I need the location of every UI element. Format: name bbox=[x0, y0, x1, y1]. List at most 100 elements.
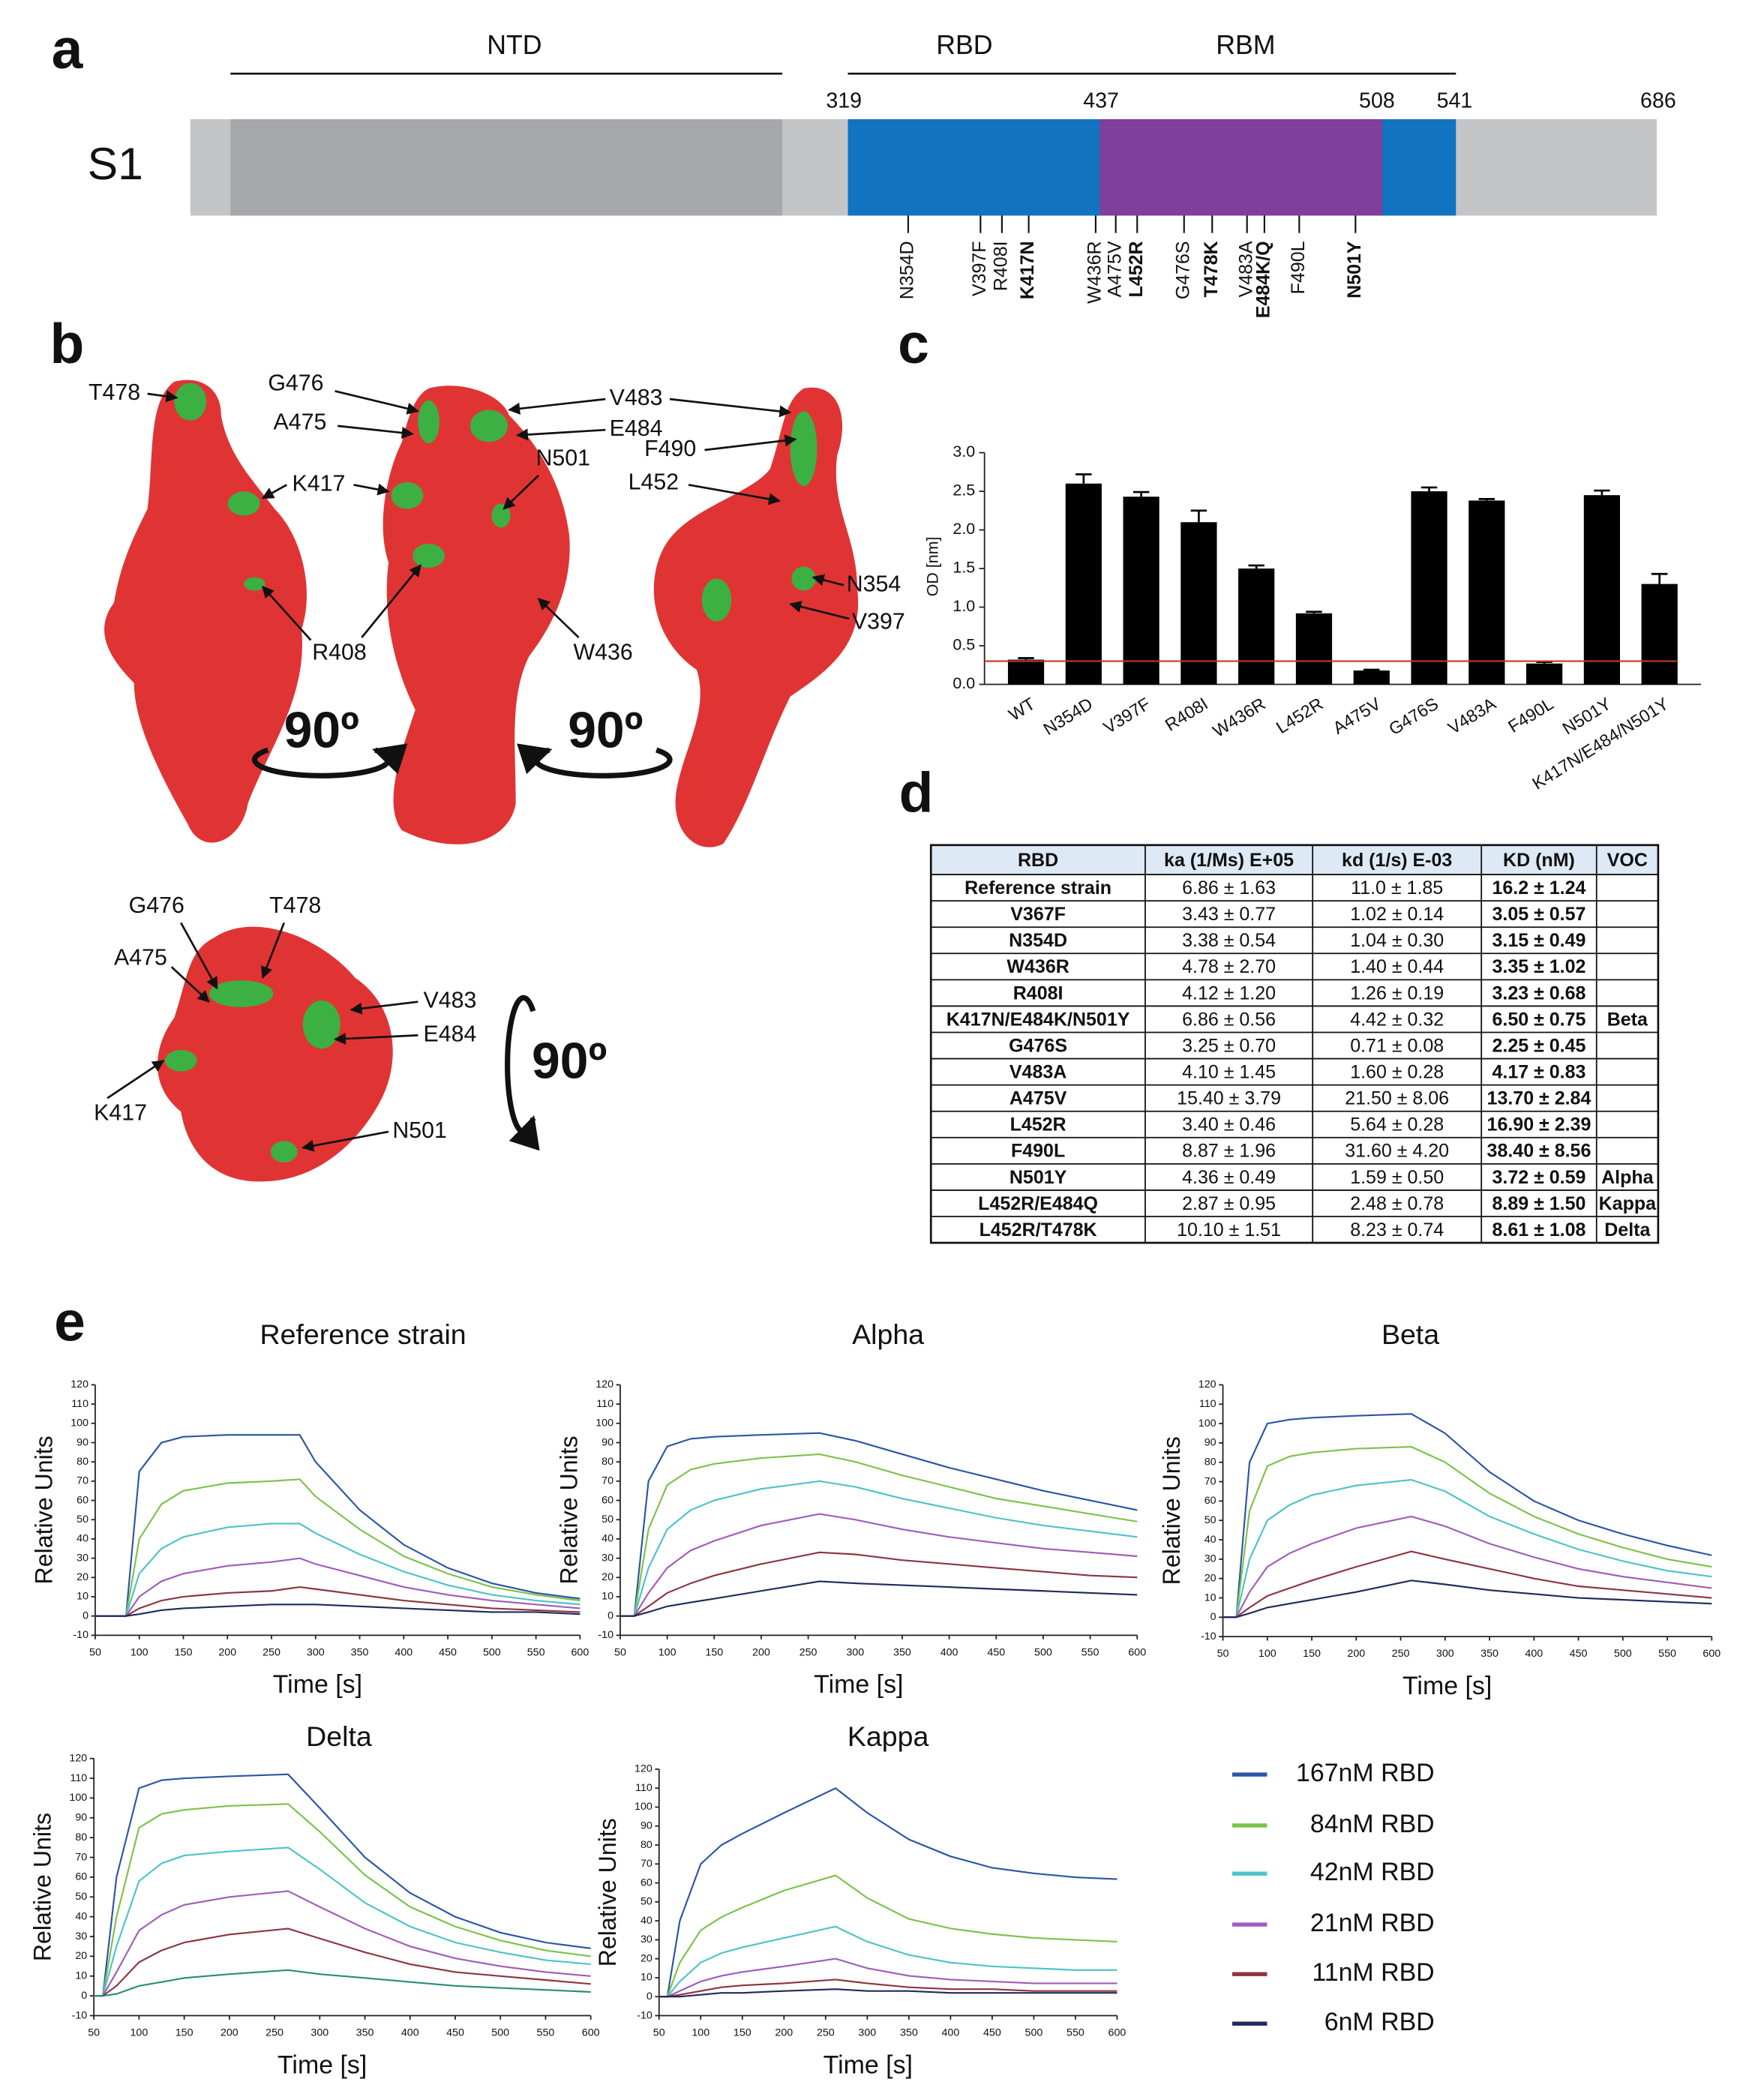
table-header: VOC bbox=[1607, 850, 1648, 871]
x-tick-label: 150 bbox=[175, 1646, 193, 1658]
x-tick-label: 400 bbox=[1525, 1648, 1543, 1660]
table-cell: 3.35 ± 1.02 bbox=[1492, 956, 1586, 977]
series-line bbox=[658, 1874, 1118, 1998]
residue-arrow bbox=[334, 1032, 418, 1046]
table-cell: Delta bbox=[1604, 1220, 1651, 1240]
y-tick-label: 100 bbox=[634, 1801, 652, 1813]
rotation-label: 90º bbox=[284, 702, 359, 758]
y-tick-label: 3.0 bbox=[952, 442, 975, 460]
table-cell: 31.60 ± 4.20 bbox=[1345, 1141, 1449, 1162]
domain-bar bbox=[190, 72, 1658, 216]
mutation-label: E484K/Q bbox=[1253, 241, 1274, 318]
residue-label: T478 bbox=[269, 893, 321, 918]
x-tick-label: 50 bbox=[1217, 1648, 1229, 1660]
mutation-label: V483A bbox=[1235, 241, 1256, 297]
table-cell: 3.15 ± 0.49 bbox=[1492, 930, 1586, 951]
rotation-label: 90º bbox=[568, 702, 643, 758]
y-tick-label: 110 bbox=[70, 1772, 88, 1784]
y-tick-label: 40 bbox=[640, 1915, 652, 1927]
x-tick-label: 500 bbox=[1025, 2026, 1043, 2038]
y-tick-label: 30 bbox=[602, 1552, 614, 1564]
mutation-label: G476S bbox=[1172, 241, 1193, 299]
x-tick-label: 600 bbox=[1108, 2026, 1126, 2038]
domain-name: S1 bbox=[88, 138, 143, 189]
residue-label: F490 bbox=[644, 436, 696, 461]
bar bbox=[1583, 495, 1620, 685]
y-tick-label: 110 bbox=[635, 1782, 652, 1794]
x-tick-label: 150 bbox=[734, 2026, 752, 2038]
series-line bbox=[658, 1978, 1118, 1998]
series-line bbox=[94, 1557, 580, 1617]
x-tick-label: 100 bbox=[1258, 1648, 1276, 1660]
series-line bbox=[620, 1453, 1138, 1617]
residue-label: G476 bbox=[129, 893, 184, 918]
series-line bbox=[620, 1580, 1138, 1617]
table-cell: V483A bbox=[1010, 1062, 1066, 1083]
patch bbox=[701, 578, 732, 622]
legend-label: 167nM RBD bbox=[1296, 1759, 1435, 1787]
y-tick-label: 0 bbox=[81, 1990, 87, 2002]
series-line bbox=[94, 1522, 580, 1617]
y-tick-label: -10 bbox=[598, 1629, 614, 1641]
residue-arrow bbox=[537, 598, 580, 638]
residue-label: A475 bbox=[114, 946, 167, 970]
table-cell: 1.40 ± 0.44 bbox=[1350, 956, 1444, 977]
x-tick-label: 50 bbox=[88, 2026, 100, 2038]
mutation-label: V397F bbox=[969, 241, 990, 296]
ntd-block bbox=[230, 118, 783, 216]
legend-label: 21nM RBD bbox=[1310, 1909, 1435, 1937]
legend-label: 42nM RBD bbox=[1310, 1858, 1435, 1886]
x-tick-label: 550 bbox=[537, 2026, 555, 2038]
bar bbox=[1238, 568, 1275, 685]
y-tick-label: 60 bbox=[76, 1494, 88, 1506]
position-label: 437 bbox=[1083, 88, 1119, 112]
y-tick-label: 10 bbox=[75, 1970, 87, 1982]
x-tick-label: 300 bbox=[310, 2026, 328, 2038]
legend-label: 11nM RBD bbox=[1312, 1958, 1434, 1987]
x-tick-label: 200 bbox=[775, 2026, 793, 2038]
table-cell: W436R bbox=[1006, 956, 1069, 977]
table-cell: 3.25 ± 0.70 bbox=[1182, 1035, 1276, 1056]
panel-label: a bbox=[52, 17, 84, 80]
x-tick-label: 350 bbox=[1480, 1648, 1498, 1660]
bar bbox=[1411, 491, 1448, 685]
series-line bbox=[94, 1969, 591, 1997]
y-tick-label: 40 bbox=[76, 1533, 88, 1545]
residue-arrow bbox=[789, 601, 850, 620]
residue-arrow bbox=[704, 434, 797, 452]
position-label: 686 bbox=[1640, 88, 1676, 112]
table-cell: 4.10 ± 1.45 bbox=[1182, 1062, 1276, 1083]
y-tick-label: 0.5 bbox=[952, 636, 975, 654]
y-tick-label: 40 bbox=[1204, 1534, 1216, 1546]
y-tick-label: 10 bbox=[602, 1591, 614, 1603]
y-tick-label: 80 bbox=[602, 1456, 614, 1468]
residue-label: N501 bbox=[392, 1118, 447, 1143]
series-line bbox=[1222, 1515, 1712, 1618]
residue-label: G476 bbox=[268, 371, 323, 396]
region-label: NTD bbox=[487, 30, 542, 60]
table-cell: L452R bbox=[1010, 1114, 1066, 1136]
y-tick-label: 20 bbox=[76, 1571, 88, 1583]
y-tick-label: 20 bbox=[75, 1950, 87, 1962]
mutation-label: T478K bbox=[1201, 241, 1222, 297]
table-cell: 0.71 ± 0.08 bbox=[1350, 1035, 1444, 1056]
x-tick-label: 300 bbox=[846, 1646, 864, 1658]
series-line bbox=[620, 1551, 1138, 1617]
y-tick-label: -10 bbox=[73, 1629, 88, 1641]
table-cell: N501Y bbox=[1010, 1167, 1067, 1188]
error-bar bbox=[1594, 489, 1610, 496]
chart-title: Delta bbox=[306, 1720, 372, 1752]
bar bbox=[1065, 483, 1102, 685]
bar bbox=[1641, 584, 1678, 685]
table-cell: 5.64 ± 0.28 bbox=[1350, 1114, 1444, 1136]
legend-label: 6nM RBD bbox=[1324, 2008, 1435, 2036]
residue-arrow bbox=[261, 484, 287, 500]
series-line bbox=[1222, 1550, 1712, 1618]
x-axis-label: Time [s] bbox=[1402, 1672, 1492, 1700]
series-line bbox=[620, 1432, 1138, 1617]
table-cell: 1.26 ± 0.19 bbox=[1350, 982, 1444, 1004]
x-tick-label: 550 bbox=[527, 1646, 545, 1658]
x-tick-label: 600 bbox=[1128, 1646, 1146, 1658]
patch bbox=[412, 544, 446, 568]
rotation-arrow bbox=[505, 994, 540, 1151]
